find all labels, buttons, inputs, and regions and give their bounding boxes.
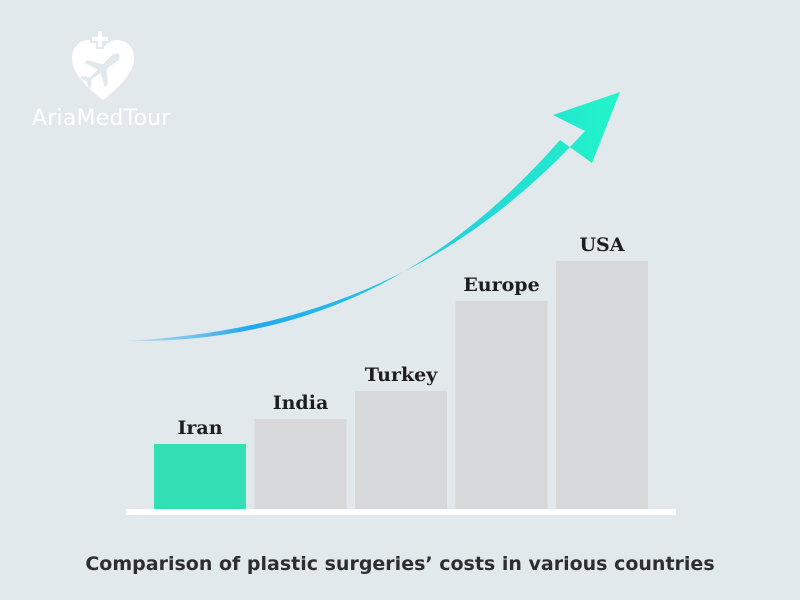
bar-turkey — [355, 391, 447, 509]
chart-baseline — [126, 509, 676, 515]
bar-label-turkey: Turkey — [365, 364, 438, 386]
bars-group — [154, 261, 648, 509]
bar-europe — [455, 301, 548, 509]
brand-logo: AriaMedTour — [30, 30, 180, 140]
bar-label-usa: USA — [579, 234, 624, 256]
heart-airplane-plus-icon — [72, 30, 134, 100]
bar-iran — [154, 444, 246, 509]
trend-arrow — [125, 92, 620, 342]
bar-labels-group: Iran India Turkey Europe USA — [177, 234, 624, 439]
bar-usa — [556, 261, 648, 509]
brand-name: AriaMedTour — [32, 106, 171, 131]
bar-india — [254, 419, 347, 509]
bar-label-europe: Europe — [463, 274, 539, 296]
chart-caption: Comparison of plastic surgeries’ costs i… — [85, 553, 715, 575]
bar-label-iran: Iran — [177, 417, 222, 439]
bar-label-india: India — [273, 392, 329, 414]
